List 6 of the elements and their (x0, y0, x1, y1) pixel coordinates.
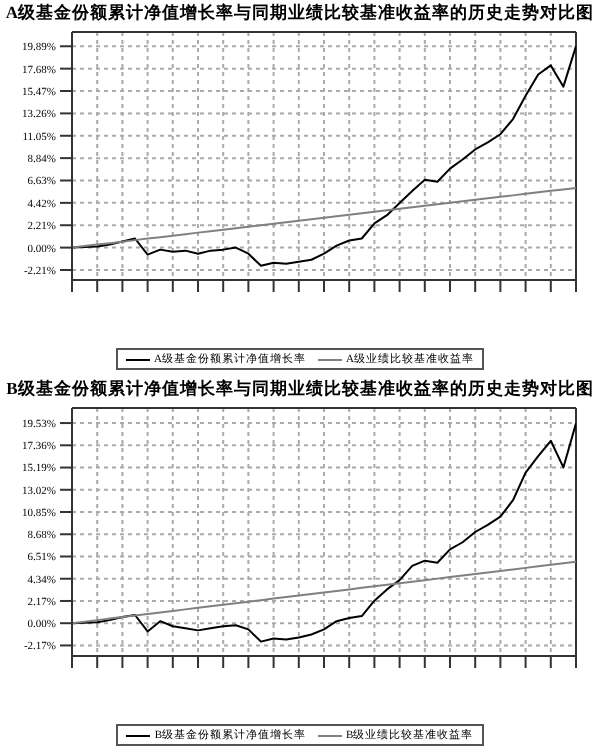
line-series (72, 45, 576, 267)
line-series (72, 186, 576, 249)
line-series (72, 560, 576, 625)
chart-title: B级基金份额累计净值增长率与同期业绩比较基准收益率的历史走势对比图 (4, 376, 596, 400)
chart-title: A级基金份额累计净值增长率与同期业绩比较基准收益率的历史走势对比图 (3, 0, 597, 24)
line-series (72, 422, 576, 643)
